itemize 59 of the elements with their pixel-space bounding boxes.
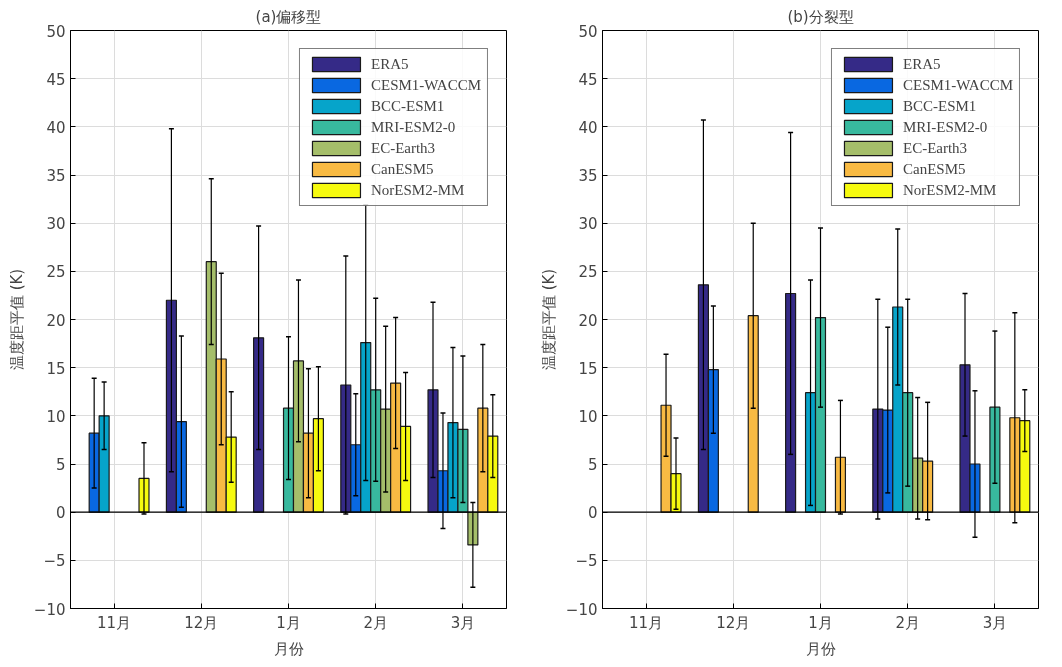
x-tick-label: 1月 <box>808 613 833 632</box>
y-tick-label: −5 <box>43 552 66 571</box>
chart-title: (b)分裂型 <box>787 7 854 26</box>
x-axis-title: 月份 <box>273 639 304 658</box>
y-tick-label: 40 <box>578 118 598 137</box>
legend-label: EC-Earth3 <box>370 139 436 157</box>
x-tick-label: 1月 <box>276 613 301 632</box>
x-tick-label: 11月 <box>629 613 664 632</box>
y-tick-label: 0 <box>587 504 598 523</box>
y-tick-label: 25 <box>578 263 598 282</box>
y-tick-label: 50 <box>46 22 66 41</box>
bar <box>747 315 759 513</box>
x-tick-label: 3月 <box>982 613 1008 632</box>
legend-label: CESM1-WACCM <box>370 76 481 94</box>
bar <box>785 292 797 513</box>
legend-label: NorESM2-MM <box>902 181 997 199</box>
x-tick-label: 2月 <box>363 613 388 632</box>
y-tick-label: 5 <box>587 456 598 474</box>
y-tick-label: 45 <box>578 70 598 89</box>
y-tick-label: 15 <box>578 359 598 378</box>
y-tick-label: 40 <box>46 118 66 137</box>
legend-label: ERA5 <box>370 55 409 73</box>
legend-label: MRI-ESM2-0 <box>902 118 988 136</box>
chart-title: (a)偏移型 <box>255 7 322 26</box>
legend-label: NorESM2-MM <box>370 181 465 199</box>
y-tick-label: 15 <box>46 359 66 378</box>
legend-label: BCC-ESM1 <box>370 97 445 115</box>
x-tick-label: 12月 <box>184 613 219 632</box>
y-axis-title: 温度距平值 (K) <box>7 268 26 371</box>
y-tick-label: −5 <box>575 552 598 571</box>
y-tick-label: 45 <box>46 70 66 89</box>
y-tick-label: −10 <box>33 600 66 619</box>
y-tick-label: 35 <box>46 167 66 185</box>
x-tick-label: 3月 <box>450 613 476 632</box>
legend-label: CanESM5 <box>370 160 434 178</box>
legend-label: MRI-ESM2-0 <box>370 118 456 136</box>
y-tick-label: 5 <box>55 456 66 474</box>
y-tick-label: 10 <box>46 407 66 426</box>
x-tick-label: 12月 <box>716 613 751 632</box>
bar <box>253 337 265 513</box>
legend-label: CESM1-WACCM <box>902 76 1013 94</box>
legend-label: CanESM5 <box>902 160 966 178</box>
y-tick-label: 35 <box>578 167 598 185</box>
legend-label: EC-Earth3 <box>902 139 968 157</box>
y-tick-label: 25 <box>46 263 66 282</box>
y-tick-label: 30 <box>578 215 598 234</box>
y-tick-label: 10 <box>578 407 598 426</box>
y-tick-label: 20 <box>578 311 598 330</box>
x-tick-label: 11月 <box>97 613 132 632</box>
legend-label: BCC-ESM1 <box>902 97 977 115</box>
y-tick-label: 50 <box>578 22 598 41</box>
y-tick-label: 20 <box>46 311 66 330</box>
legend-label: ERA5 <box>902 55 941 73</box>
y-axis-title: 温度距平值 (K) <box>539 268 558 371</box>
y-tick-label: 0 <box>55 504 66 523</box>
y-tick-label: −10 <box>565 600 598 619</box>
y-tick-label: 30 <box>46 215 66 234</box>
x-tick-label: 2月 <box>895 613 920 632</box>
x-axis-title: 月份 <box>805 639 836 658</box>
